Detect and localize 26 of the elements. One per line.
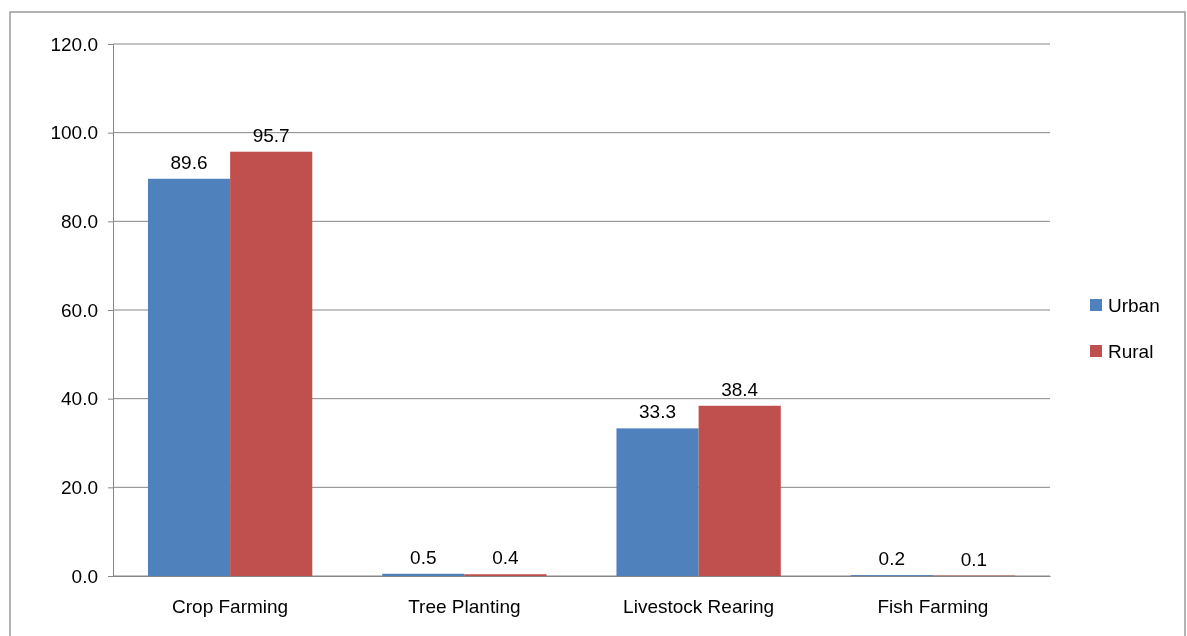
x-tick-label: Tree Planting: [408, 596, 521, 618]
legend-label: Urban: [1108, 295, 1160, 316]
y-tick-label: 20.0: [61, 476, 98, 498]
x-tick-label: Crop Farming: [172, 596, 289, 618]
data-label: 0.5: [410, 546, 437, 568]
y-tick-label: 80.0: [61, 210, 98, 232]
bar: [698, 405, 781, 576]
y-tick-label: 0.0: [71, 565, 98, 587]
y-tick-label: 40.0: [61, 388, 98, 410]
x-tick-label: Livestock Rearing: [623, 596, 775, 618]
y-tick-label: 100.0: [50, 122, 98, 144]
data-label: 89.6: [170, 151, 208, 173]
data-label: 33.3: [639, 401, 677, 423]
data-label: 95.7: [252, 124, 290, 146]
legend-label: Rural: [1108, 341, 1154, 362]
bar: [382, 573, 465, 576]
data-label: 0.1: [960, 548, 988, 570]
data-label: 0.2: [878, 548, 905, 570]
data-label: 38.4: [721, 378, 759, 400]
bar: [230, 151, 313, 576]
y-tick-label: 120.0: [50, 33, 98, 55]
data-label: 0.4: [492, 547, 520, 569]
bar: [147, 178, 231, 576]
x-tick-label: Fish Farming: [877, 596, 989, 618]
bar: [616, 428, 699, 576]
y-tick-label: 60.0: [61, 299, 98, 321]
